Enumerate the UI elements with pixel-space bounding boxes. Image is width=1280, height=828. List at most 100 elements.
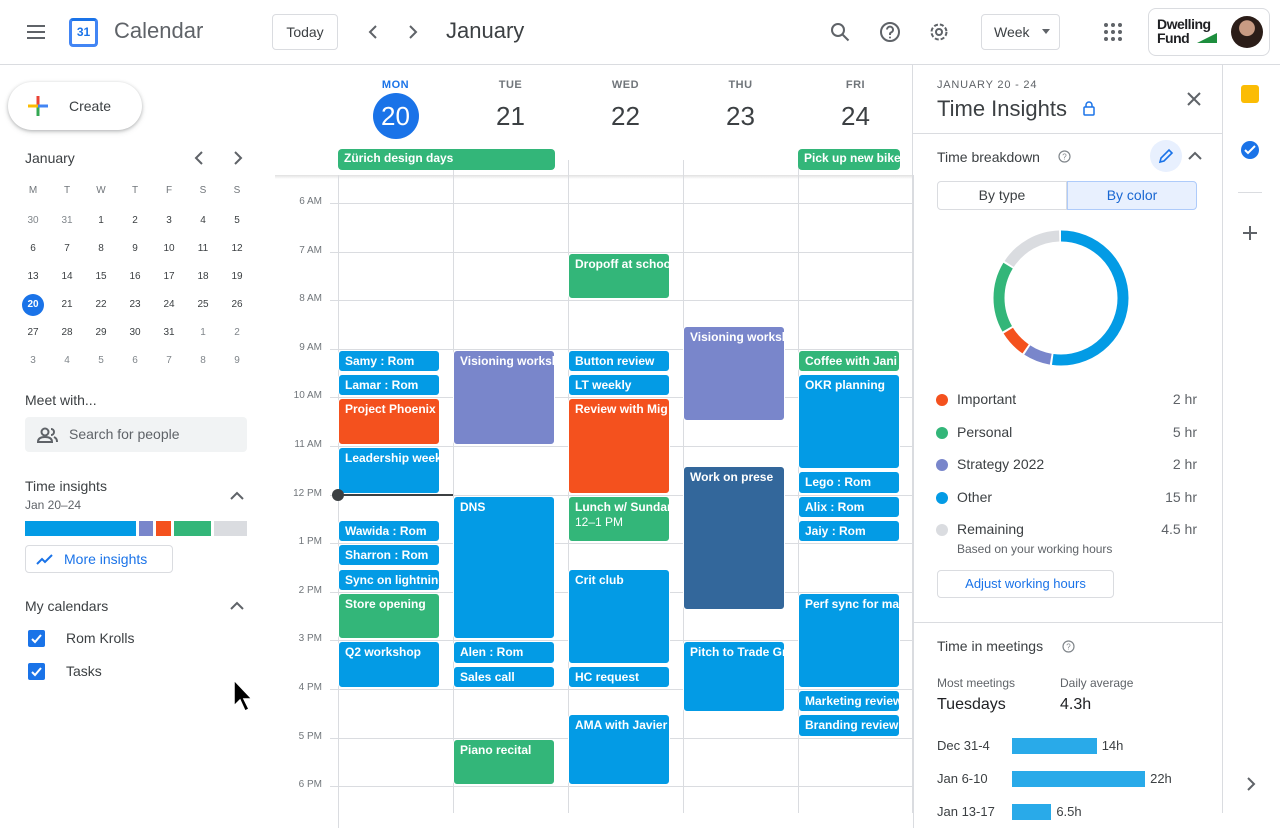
event[interactable]: Jaiy : Rom — [798, 519, 900, 543]
mini-day[interactable]: 5 — [98, 355, 104, 366]
collapse-calendars[interactable] — [228, 597, 246, 615]
mini-day[interactable]: 12 — [231, 243, 243, 254]
all-day-event[interactable]: Pick up new bike — [798, 149, 900, 170]
avatar[interactable] — [1231, 16, 1263, 48]
mini-next[interactable] — [228, 149, 246, 167]
mini-day[interactable]: 18 — [197, 271, 209, 282]
mini-day[interactable]: 6 — [132, 355, 138, 366]
expand-rail[interactable] — [1243, 776, 1259, 792]
mini-day[interactable]: 6 — [30, 243, 36, 254]
tab-active[interactable]: By color — [1067, 181, 1197, 210]
adjust-hours-button[interactable]: Adjust working hours — [937, 570, 1114, 598]
mini-day[interactable]: 28 — [61, 327, 73, 338]
event[interactable]: LT weekly — [568, 374, 670, 397]
mini-prev[interactable] — [191, 149, 209, 167]
mini-day[interactable]: 16 — [129, 271, 141, 282]
mini-day[interactable]: 23 — [129, 299, 141, 310]
mini-day[interactable]: 26 — [231, 299, 243, 310]
event[interactable]: Pitch to Trade Gr — [683, 641, 785, 713]
close-button[interactable] — [1185, 90, 1203, 108]
apps-button[interactable] — [1103, 22, 1123, 42]
event[interactable]: Leadership week — [338, 447, 440, 494]
mini-day[interactable]: 5 — [234, 215, 240, 226]
event[interactable]: Dropoff at schoo — [568, 252, 670, 300]
event[interactable]: Lego : Rom — [798, 471, 900, 494]
mini-day[interactable]: 9 — [132, 243, 138, 254]
help-button[interactable] — [879, 21, 901, 43]
mini-day[interactable]: 29 — [95, 327, 107, 338]
info-icon[interactable]: ? — [1062, 640, 1075, 653]
account-chip[interactable]: Dwelling Fund — [1148, 8, 1270, 56]
mini-day[interactable]: 2 — [234, 327, 240, 338]
mini-day[interactable]: 1 — [200, 327, 206, 338]
event[interactable]: Perf sync for ma — [798, 592, 900, 688]
event[interactable]: HC request — [568, 665, 670, 688]
event[interactable]: Button review — [568, 349, 670, 373]
mini-day[interactable]: 10 — [163, 243, 175, 254]
event[interactable]: Wawida : Rom — [338, 519, 440, 543]
mini-day[interactable]: 17 — [163, 271, 175, 282]
mini-day[interactable]: 11 — [197, 243, 209, 254]
event[interactable]: Coffee with Jani — [798, 349, 900, 373]
mini-day[interactable]: 13 — [27, 271, 39, 282]
mini-day[interactable]: 8 — [98, 243, 104, 254]
mini-day[interactable]: 2 — [132, 215, 138, 226]
mini-day[interactable]: 4 — [200, 215, 206, 226]
mini-day[interactable]: 4 — [64, 355, 70, 366]
view-select[interactable]: Week — [981, 14, 1060, 50]
menu-button[interactable] — [24, 20, 48, 44]
mini-day[interactable]: 7 — [166, 355, 172, 366]
tab[interactable]: By type — [937, 181, 1067, 210]
event[interactable]: DNS — [453, 495, 555, 640]
mini-day[interactable]: 21 — [61, 299, 73, 310]
event[interactable]: Sharron : Rom — [338, 544, 440, 567]
event[interactable]: Sync on lightning — [338, 568, 440, 591]
event[interactable]: Sales call — [453, 665, 555, 688]
keep-icon[interactable] — [1241, 85, 1259, 103]
event[interactable]: Lunch w/ Sundar 12–1 PM — [568, 495, 670, 543]
mini-day[interactable]: 31 — [163, 327, 175, 338]
mini-day[interactable]: 3 — [166, 215, 172, 226]
mini-day[interactable]: 22 — [95, 299, 107, 310]
mini-day[interactable]: 25 — [197, 299, 209, 310]
create-button[interactable]: Create — [8, 82, 142, 130]
event[interactable]: Project Phoenix — [338, 398, 440, 445]
event[interactable]: Piano recital — [453, 738, 555, 786]
event[interactable]: Samy : Rom — [338, 349, 440, 373]
prev-week[interactable] — [364, 22, 384, 42]
tasks-icon[interactable] — [1241, 141, 1259, 159]
day-date[interactable]: 22 — [611, 101, 640, 131]
mini-day[interactable]: 8 — [200, 355, 206, 366]
event[interactable]: Marketing review — [798, 690, 900, 713]
event[interactable]: Visioning worksh — [453, 349, 555, 445]
event[interactable]: OKR planning — [798, 374, 900, 470]
event[interactable]: Work on prese — [683, 466, 785, 611]
event[interactable]: Lamar : Rom — [338, 374, 440, 397]
event[interactable]: Alix : Rom — [798, 495, 900, 518]
collapse-breakdown[interactable] — [1186, 147, 1204, 165]
mini-day[interactable]: 19 — [231, 271, 243, 282]
mini-day[interactable]: 3 — [30, 355, 36, 366]
day-date[interactable]: 21 — [496, 101, 525, 131]
all-day-event[interactable]: Zürich design days — [338, 149, 555, 170]
event[interactable]: Crit club — [568, 568, 670, 664]
search-button[interactable] — [829, 21, 851, 43]
calendar-checkbox[interactable] — [28, 630, 45, 647]
calendar-checkbox[interactable] — [28, 663, 45, 680]
event[interactable]: Review with Mig — [568, 398, 670, 494]
people-search[interactable]: Search for people — [25, 417, 247, 452]
next-week[interactable] — [402, 22, 422, 42]
mini-day[interactable]: 24 — [163, 299, 175, 310]
settings-button[interactable] — [928, 21, 950, 43]
collapse-insights[interactable] — [228, 487, 246, 505]
event[interactable]: AMA with Javier — [568, 714, 670, 786]
day-date[interactable]: 23 — [726, 101, 755, 131]
mini-day[interactable]: 9 — [234, 355, 240, 366]
day-date-today[interactable]: 20 — [372, 93, 419, 139]
info-icon[interactable]: ? — [1058, 150, 1071, 163]
mini-day[interactable]: 15 — [95, 271, 107, 282]
mini-day[interactable]: 30 — [129, 327, 141, 338]
event[interactable]: Store opening — [338, 592, 440, 640]
day-date[interactable]: 24 — [841, 101, 870, 131]
mini-day-selected[interactable]: 20 — [22, 294, 44, 316]
